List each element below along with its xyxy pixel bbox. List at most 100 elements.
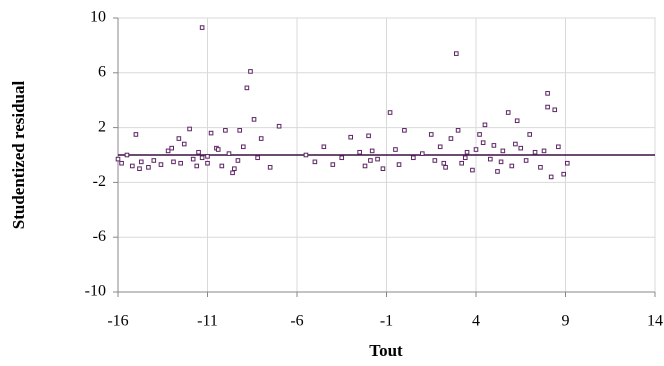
point — [258, 136, 264, 141]
x-axis-title: Tout — [369, 341, 403, 360]
point — [498, 159, 504, 165]
x-tick-label: -11 — [197, 313, 218, 330]
point — [130, 163, 135, 169]
point — [226, 151, 232, 156]
point — [411, 155, 416, 161]
point — [119, 160, 124, 166]
point — [190, 156, 196, 162]
point — [133, 132, 139, 137]
point — [219, 163, 225, 169]
point — [196, 149, 201, 155]
point — [480, 140, 486, 145]
point — [248, 69, 253, 74]
point — [194, 163, 200, 169]
point — [514, 118, 520, 124]
point — [199, 155, 205, 161]
point — [443, 165, 448, 170]
x-tick-label: -1 — [380, 313, 393, 330]
point — [500, 148, 506, 154]
y-tick-label: -6 — [93, 228, 106, 245]
point — [561, 171, 567, 177]
point — [255, 155, 260, 161]
point — [393, 147, 398, 152]
point — [523, 158, 529, 163]
point — [199, 25, 205, 30]
point — [232, 166, 237, 171]
point — [532, 149, 538, 155]
point — [369, 148, 375, 154]
point — [178, 160, 183, 166]
point — [235, 158, 241, 163]
point — [165, 148, 171, 154]
x-tick-label: 9 — [562, 313, 570, 330]
point — [276, 123, 282, 129]
point — [244, 85, 250, 91]
point — [321, 144, 327, 150]
point — [387, 110, 393, 115]
point — [462, 155, 468, 161]
point — [552, 107, 558, 113]
point — [368, 158, 373, 163]
point — [455, 128, 461, 133]
point — [491, 143, 497, 148]
point — [454, 51, 459, 56]
point — [548, 174, 554, 180]
point — [538, 165, 543, 170]
point — [396, 162, 402, 167]
point — [181, 141, 187, 147]
point — [420, 151, 425, 156]
point — [237, 128, 243, 133]
y-tick-label: 2 — [98, 118, 106, 135]
point — [138, 159, 144, 165]
point — [477, 132, 482, 137]
point — [518, 145, 524, 151]
y-tick-label: 10 — [90, 9, 106, 26]
y-tick-label: -10 — [85, 283, 106, 300]
point — [448, 136, 454, 141]
point — [115, 156, 121, 162]
point — [362, 163, 368, 169]
x-tick-label: 14 — [647, 313, 663, 330]
point — [267, 165, 273, 170]
point — [357, 149, 362, 155]
point — [527, 132, 533, 137]
point — [187, 126, 192, 132]
point — [366, 133, 371, 139]
x-tick-label: -6 — [290, 313, 303, 330]
point — [513, 141, 518, 147]
point — [169, 145, 174, 151]
point — [473, 147, 479, 152]
point — [441, 160, 447, 166]
point — [564, 160, 570, 166]
point — [470, 167, 475, 173]
point — [488, 156, 493, 162]
point — [205, 154, 210, 159]
point — [151, 158, 157, 163]
point — [402, 128, 407, 133]
point — [428, 132, 434, 137]
point — [230, 170, 235, 176]
point — [251, 117, 257, 122]
point — [339, 155, 345, 161]
point — [509, 163, 515, 169]
point — [208, 130, 214, 136]
point — [459, 160, 464, 166]
point — [380, 166, 386, 171]
point — [330, 162, 336, 167]
point — [556, 144, 561, 150]
point — [137, 166, 142, 171]
point — [205, 160, 210, 166]
y-tick-label: -2 — [93, 173, 106, 190]
point — [158, 162, 164, 167]
point — [432, 158, 438, 163]
point — [176, 136, 182, 141]
point — [146, 165, 151, 170]
point — [312, 159, 318, 165]
point — [171, 159, 176, 165]
point — [541, 148, 547, 154]
point — [241, 144, 246, 150]
point — [303, 152, 309, 158]
point — [482, 122, 488, 128]
point — [545, 91, 550, 96]
